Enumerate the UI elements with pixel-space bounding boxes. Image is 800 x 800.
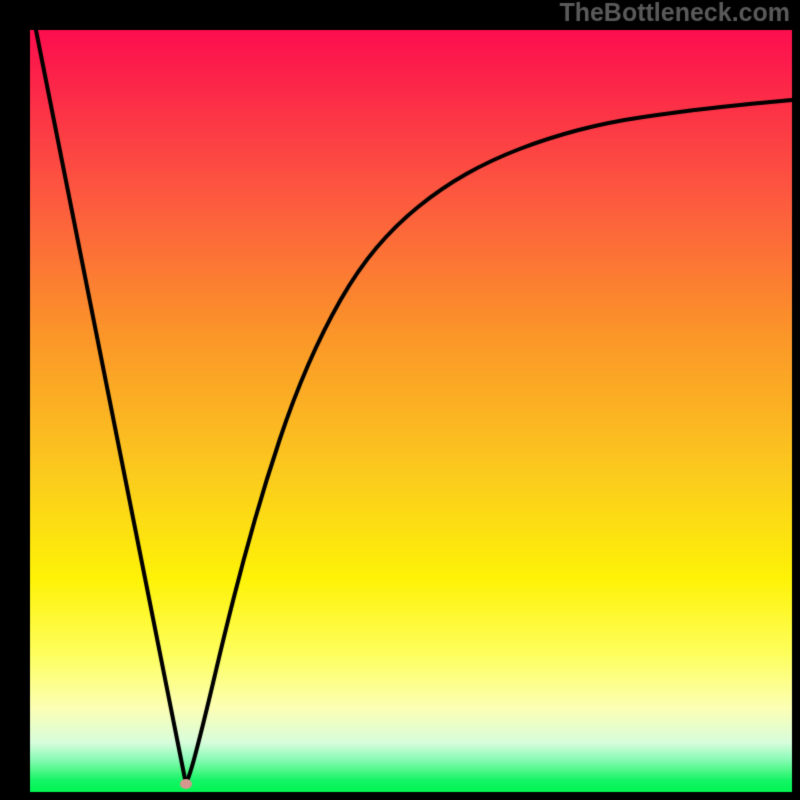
- bottleneck-curve-chart: [0, 0, 800, 800]
